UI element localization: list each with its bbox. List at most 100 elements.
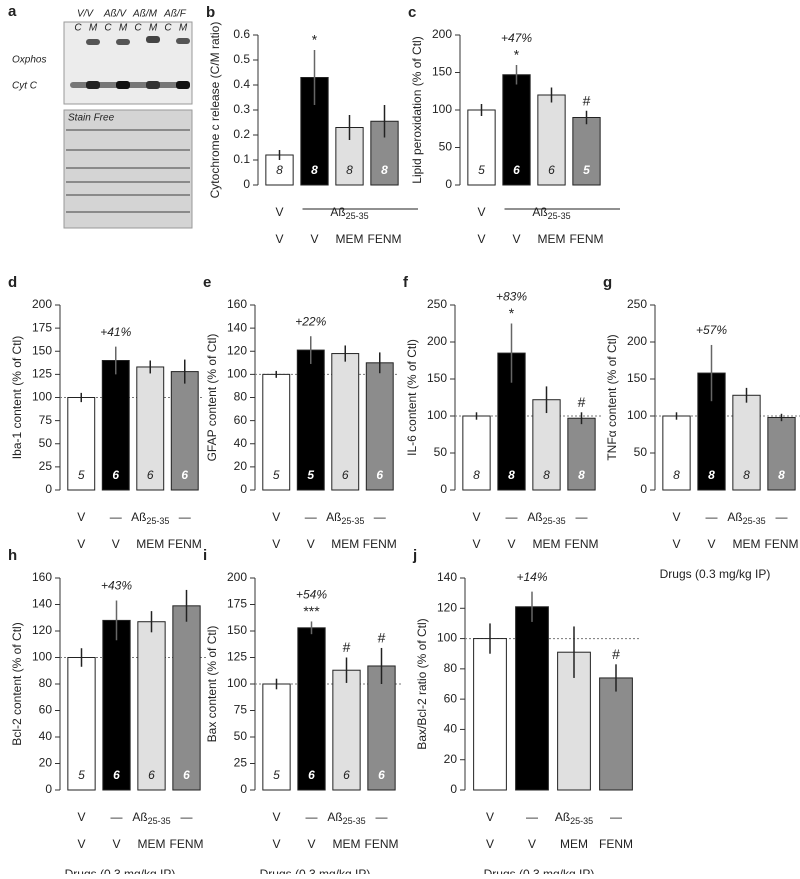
significance: #	[583, 92, 591, 108]
blot-band	[146, 36, 160, 43]
drug-label: V	[77, 837, 85, 851]
y-tick-label: 0	[640, 482, 647, 496]
bar	[537, 94, 566, 186]
y-tick-label: 50	[434, 445, 448, 459]
lane-label: C	[104, 23, 112, 34]
panel-letter: f	[403, 274, 409, 291]
treatment-label: —	[305, 510, 317, 524]
y-tick-label: 0	[240, 482, 247, 496]
treatment-text: V	[486, 810, 494, 824]
bar	[732, 394, 761, 491]
y-tick-label: 150	[427, 371, 447, 385]
bar	[572, 117, 601, 186]
drug-label: MEM	[733, 537, 761, 551]
lane-label: C	[74, 23, 82, 34]
y-tick-label: 250	[627, 297, 647, 311]
drug-label: V	[77, 537, 85, 551]
y-tick-label: 50	[39, 436, 53, 450]
treatment-text: —	[576, 510, 588, 524]
treatment-text: V	[472, 510, 480, 524]
y-tick-label: 100	[32, 650, 52, 664]
n-label: 8	[311, 163, 318, 177]
significance: ***	[303, 603, 320, 619]
y-tick-label: 0.5	[233, 52, 250, 66]
drug-label: V	[512, 232, 520, 246]
y-tick-label: 200	[227, 570, 247, 584]
y-tick-label: 0.6	[233, 27, 250, 41]
drug-label: MEM	[336, 232, 364, 246]
y-axis-label: TNFα content (% of Ctl)	[605, 334, 619, 460]
y-tick-label: 175	[227, 597, 247, 611]
y-tick-label: 0.3	[233, 102, 250, 116]
n-label: 5	[273, 468, 280, 482]
y-tick-label: 60	[444, 691, 458, 705]
treatment-label: V	[77, 810, 85, 824]
n-label: 6	[343, 768, 350, 782]
y-tick-label: 40	[234, 436, 248, 450]
y-tick-label: 40	[39, 729, 53, 743]
lane-group: V/V	[77, 9, 94, 20]
treatment-label: —	[110, 510, 122, 524]
treatment-text: —	[610, 810, 622, 824]
treatment-text: Aß	[527, 510, 542, 524]
treatment-text: Aß	[555, 810, 570, 824]
y-axis-label: GFAP content (% of Ctl)	[205, 334, 219, 462]
y-tick-label: 80	[444, 661, 458, 675]
bar	[67, 397, 96, 491]
treatment-label: V	[486, 810, 494, 824]
n-label: 5	[307, 468, 314, 482]
drug-label: V	[307, 537, 315, 551]
bar	[262, 373, 291, 491]
treatment-text: —	[306, 810, 318, 824]
y-tick-label: 50	[439, 140, 453, 154]
treatment-label: Aß25-35	[132, 810, 170, 826]
n-label: 6	[308, 768, 315, 782]
panel-letter: e	[203, 274, 211, 291]
lane-label: C	[134, 23, 142, 34]
lane-label: M	[89, 23, 98, 34]
y-tick-label: 0	[450, 782, 457, 796]
y-tick-label: 100	[437, 631, 457, 645]
treatment-label: —	[776, 510, 788, 524]
n-label: 8	[346, 163, 353, 177]
blot-band	[86, 81, 100, 89]
n-label: 6	[513, 163, 520, 177]
significance: *	[312, 32, 318, 48]
y-tick-label: 100	[427, 408, 447, 422]
n-label: 6	[342, 468, 349, 482]
y-tick-label: 150	[432, 65, 452, 79]
y-tick-label: 250	[427, 297, 447, 311]
treatment-label: —	[111, 810, 123, 824]
treatment-subscript: 25-35	[343, 816, 366, 826]
drug-label: FENM	[363, 537, 397, 551]
panel-letter: h	[8, 547, 17, 564]
y-tick-label: 0	[45, 482, 52, 496]
drug-label: MEM	[560, 837, 588, 851]
lane-label: C	[164, 23, 172, 34]
y-tick-label: 80	[234, 390, 248, 404]
treatment-label: V	[672, 510, 680, 524]
n-label: 8	[381, 163, 388, 177]
drug-label: FENM	[368, 232, 402, 246]
bar	[101, 360, 130, 491]
y-tick-label: 0	[240, 782, 247, 796]
change-label: +57%	[696, 323, 727, 337]
stain-label: Stain Free	[68, 113, 115, 124]
drug-label: MEM	[333, 837, 361, 851]
blot-band	[116, 39, 130, 45]
bar	[532, 399, 561, 491]
drug-label: FENM	[765, 537, 799, 551]
y-tick-label: 25	[234, 756, 248, 770]
treatment-subscript: 25-35	[543, 516, 566, 526]
treatment-text: V	[477, 205, 485, 219]
change-label: +47%	[501, 31, 532, 45]
drug-label: V	[528, 837, 536, 851]
y-tick-label: 120	[32, 623, 52, 637]
y-tick-label: 125	[227, 650, 247, 664]
treatment-text: —	[776, 510, 788, 524]
n-label: 8	[276, 163, 283, 177]
bar	[331, 353, 360, 491]
y-tick-label: 75	[39, 413, 53, 427]
n-label: 5	[273, 768, 280, 782]
y-tick-label: 160	[227, 297, 247, 311]
